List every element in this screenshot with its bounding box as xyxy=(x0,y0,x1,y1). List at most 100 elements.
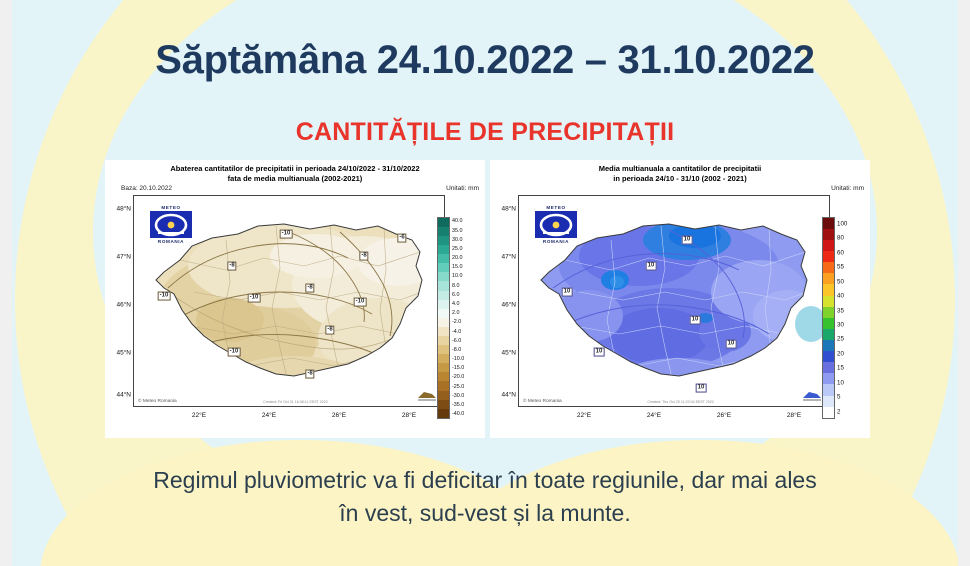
climatology-map-body: 48°N 47°N 46°N 45°N 44°N xyxy=(490,194,870,419)
colorbar-swatch xyxy=(438,299,449,309)
contour-label: -6 xyxy=(397,233,407,243)
colorbar-tick: -2.0 xyxy=(452,319,462,326)
colorbar-tick: 55 xyxy=(837,263,844,271)
colorbar-tick: 60 xyxy=(837,249,844,257)
meteo-romania-logo: METEO ROMANIA xyxy=(533,205,579,244)
anomaly-colorbar-ticks: 40.0 35.0 30.0 25.0 20.0 15.0 10.0 8.0 6.0 4.0 2.0… xyxy=(452,217,483,419)
colorbar-swatch xyxy=(438,336,449,346)
page-subtitle: CANTITĂȚILE DE PRECIPITAȚII xyxy=(295,118,675,146)
colorbar-tick: 10 xyxy=(837,379,844,387)
climatology-map-units: Unitati: mm xyxy=(831,184,864,192)
logo-top-text: METEO xyxy=(161,204,181,210)
colorbar-tick: 25.0 xyxy=(452,245,463,252)
contour-label: 10 xyxy=(681,235,693,245)
colorbar-tick: 25 xyxy=(837,335,844,343)
anomaly-map-title-line1: Abaterea cantitatilor de precipitatii in… xyxy=(170,164,420,173)
colorbar-tick: -25.0 xyxy=(452,383,465,390)
lat-tick: 48°N xyxy=(116,205,131,213)
colorbar-tick: 2.0 xyxy=(452,310,460,317)
logo-badge-icon xyxy=(150,210,192,238)
page-title: Săptămâna 24.10.2022 – 31.10.2022 xyxy=(155,38,815,82)
colorbar-swatch xyxy=(823,317,834,329)
colorbar-tick: -30.0 xyxy=(452,392,465,399)
colorbar-tick: -20.0 xyxy=(452,374,465,381)
anomaly-map-base-date: Baza: 20.10.2022 xyxy=(121,184,172,192)
lon-tick: 22°E xyxy=(576,411,592,419)
lat-tick: 45°N xyxy=(116,349,131,357)
colorbar-swatch xyxy=(823,384,834,396)
climatology-map-panel: Media multianuala a cantitatilor de prec… xyxy=(490,160,870,438)
lat-tick: 48°N xyxy=(501,205,516,213)
contour-label: -8 xyxy=(359,251,369,261)
contour-label: -8 xyxy=(227,261,237,271)
climatology-map-title-line1: Media multianuala a cantitatilor de prec… xyxy=(598,164,762,173)
colorbar-swatch xyxy=(438,290,449,300)
colorbar-tick: 4.0 xyxy=(452,301,460,307)
contour-label: -8 xyxy=(325,325,335,335)
anomaly-map-body: 48°N 47°N 46°N 45°N 44°N xyxy=(105,194,485,419)
anomaly-map-panel: Abaterea cantitatilor de precipitatii in… xyxy=(105,160,485,438)
contour-label: -10 xyxy=(227,347,241,357)
logo-badge-icon xyxy=(535,210,577,238)
colorbar-swatch xyxy=(438,281,449,291)
colorbar-swatch xyxy=(438,245,449,255)
colorbar-swatch xyxy=(438,390,449,400)
anomaly-map-lon-axis: 22°E 24°E 26°E 28°E xyxy=(133,405,485,419)
colorbar-swatch xyxy=(823,262,834,274)
colorbar-tick: -8.0 xyxy=(452,346,462,353)
anomaly-map-meta: Baza: 20.10.2022 Unitati: mm xyxy=(105,184,485,195)
colorbar-tick: 100 xyxy=(837,220,848,228)
climatology-map-lon-axis: 22°E 24°E 26°E 28°E xyxy=(518,405,870,419)
colorbar-tick: -6.0 xyxy=(452,337,462,344)
colorbar-tick: 5 xyxy=(837,393,841,401)
contour-label: -10 xyxy=(279,229,293,239)
climatology-map-title-line2: in perioada 24/10 - 31/10 (2002 - 2021) xyxy=(613,173,747,183)
colorbar-swatch xyxy=(438,381,449,391)
anomaly-map-plot: -10 -8 -10 -10 -8 -8 -10 -8 -10 -8 -6 ME… xyxy=(133,194,445,407)
colorbar-swatch xyxy=(438,345,449,355)
colorbar-swatch xyxy=(438,272,449,282)
anomaly-colorbar: 40.0 35.0 30.0 25.0 20.0 15.0 10.0 8.0 6.0 4.0 2.0… xyxy=(437,216,483,419)
contour-label: -8 xyxy=(305,283,315,293)
colorbar-tick: 20 xyxy=(837,350,844,358)
colorbar-tick: -35.0 xyxy=(452,402,465,408)
lon-tick: 24°E xyxy=(261,411,277,419)
colorbar-tick: -40.0 xyxy=(452,411,465,418)
colorbar-tick: 2 xyxy=(837,408,841,416)
lon-tick: 26°E xyxy=(331,411,347,419)
colorbar-swatch xyxy=(823,351,834,363)
logo-top-text: METEO xyxy=(546,204,566,210)
colorbar-swatch xyxy=(438,372,449,382)
colorbar-tick: -4.0 xyxy=(452,328,462,335)
lat-tick: 44°N xyxy=(116,391,131,399)
colorbar-tick: -10.0 xyxy=(452,356,465,363)
climatology-colorbar-strip xyxy=(822,216,835,419)
colorbar-swatch xyxy=(823,339,834,352)
colorbar-swatch xyxy=(823,306,834,318)
colorbar-tick: 15 xyxy=(837,364,844,372)
right-margin-strip xyxy=(958,0,970,566)
lon-tick: 28°E xyxy=(401,411,417,419)
lat-tick: 46°N xyxy=(116,301,131,309)
colorbar-swatch xyxy=(823,295,834,307)
anomaly-map-title-line2: fata de media multianuala (2002-2021) xyxy=(227,173,363,183)
colorbar-swatch xyxy=(438,399,449,409)
climatology-map-copyright: © Meteo Romania xyxy=(523,398,562,404)
colorbar-swatch xyxy=(823,217,834,229)
colorbar-swatch xyxy=(823,273,834,285)
colorbar-swatch xyxy=(438,363,449,373)
lon-tick: 22°E xyxy=(191,411,207,419)
colorbar-swatch xyxy=(438,408,449,418)
colorbar-tick: 80 xyxy=(837,234,844,242)
colorbar-swatch xyxy=(438,317,449,327)
contour-label: 10 xyxy=(725,339,737,349)
colorbar-tick: -15.0 xyxy=(452,365,465,372)
colorbar-swatch xyxy=(823,228,834,240)
colorbar-tick: 35 xyxy=(837,307,844,315)
logo-bottom-text: ROMANIA xyxy=(157,238,185,244)
contour-label: 10 xyxy=(645,261,657,271)
climatology-map-created: Created: Thu Oct 20 11:22:04 EEST 2022 xyxy=(647,399,714,404)
scale-indicator-icon xyxy=(803,391,821,401)
lon-tick: 26°E xyxy=(716,411,732,419)
